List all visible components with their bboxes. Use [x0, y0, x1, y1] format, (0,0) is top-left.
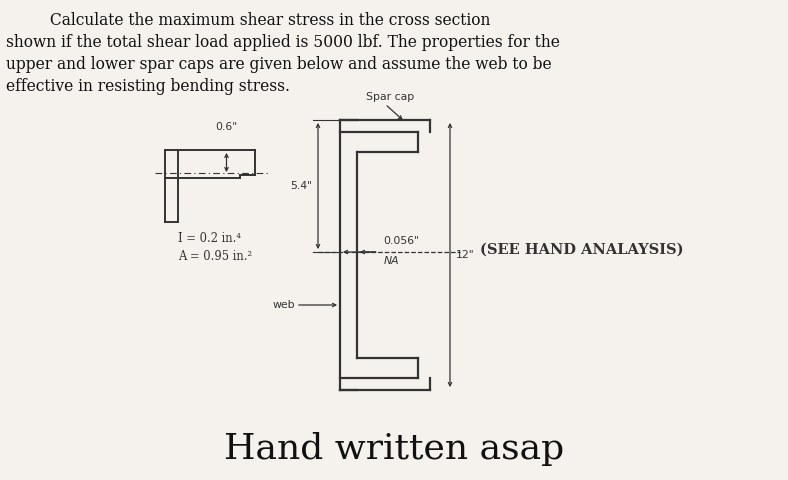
- Text: 0.6": 0.6": [215, 122, 237, 132]
- Text: NA: NA: [384, 256, 400, 266]
- Text: Hand written asap: Hand written asap: [224, 432, 564, 466]
- Text: I = 0.2 in.⁴: I = 0.2 in.⁴: [178, 232, 241, 245]
- Text: 12": 12": [456, 250, 474, 260]
- Text: shown if the total shear load applied is 5000 lbf. The properties for the: shown if the total shear load applied is…: [6, 34, 560, 51]
- Text: (SEE HAND ANALAYSIS): (SEE HAND ANALAYSIS): [480, 243, 683, 257]
- Text: upper and lower spar caps are given below and assume the web to be: upper and lower spar caps are given belo…: [6, 56, 552, 73]
- Text: Calculate the maximum shear stress in the cross section: Calculate the maximum shear stress in th…: [6, 12, 490, 29]
- Text: A = 0.95 in.²: A = 0.95 in.²: [178, 250, 252, 263]
- Text: Spar cap: Spar cap: [366, 92, 414, 102]
- Text: web: web: [273, 300, 295, 310]
- Text: effective in resisting bending stress.: effective in resisting bending stress.: [6, 78, 290, 95]
- Text: 5.4": 5.4": [290, 181, 312, 191]
- Text: 0.056": 0.056": [384, 236, 419, 246]
